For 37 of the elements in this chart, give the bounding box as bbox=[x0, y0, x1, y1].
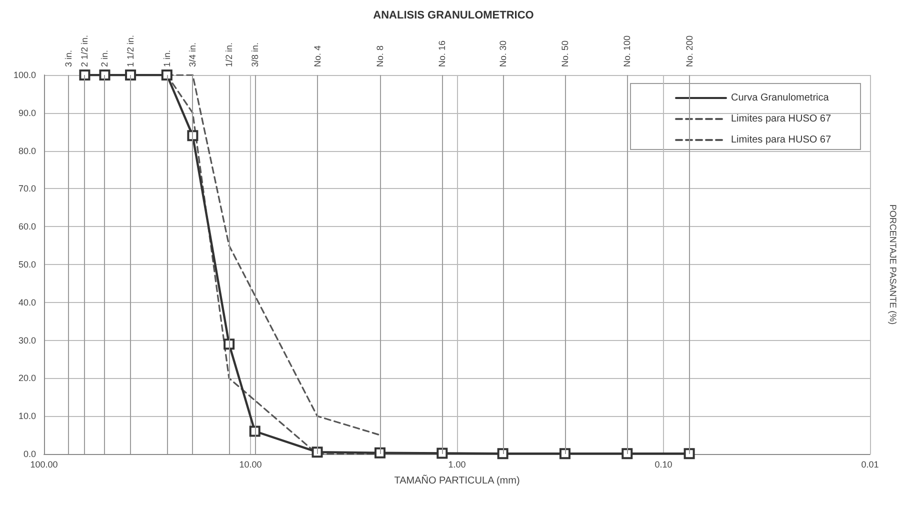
y-axis-title: PORCENTAJE PASANTE (%) bbox=[888, 204, 898, 325]
y-tick-label: 50.0 bbox=[18, 260, 36, 270]
ref-line-label: 3 in. bbox=[63, 50, 74, 67]
y-tick-label: 30.0 bbox=[18, 335, 36, 346]
ref-line-label: No. 16 bbox=[437, 40, 448, 67]
ref-line-label: No. 100 bbox=[622, 35, 632, 67]
legend-label: Limites para HUSO 67 bbox=[731, 114, 832, 124]
y-tick-label: 0.0 bbox=[23, 449, 36, 459]
x-tick-label: 10.00 bbox=[239, 460, 262, 470]
legend-label: Curva Granulometrica bbox=[731, 92, 830, 104]
x-tick-label: 0.01 bbox=[861, 460, 879, 470]
y-tick-label: 40.0 bbox=[18, 297, 36, 308]
ref-line-label: No. 200 bbox=[684, 35, 694, 67]
ref-line-label: No. 30 bbox=[498, 40, 508, 67]
x-axis-title: TAMAÑO PARTICULA (mm) bbox=[394, 474, 520, 486]
x-tick-label: 0.10 bbox=[654, 460, 672, 470]
ref-line-label: 3/8 in. bbox=[250, 42, 260, 67]
ref-line-label: 1/2 in. bbox=[224, 42, 234, 67]
y-tick-label: 80.0 bbox=[18, 146, 36, 156]
ref-line-label: No. 4 bbox=[312, 45, 322, 67]
y-tick-label: 90.0 bbox=[18, 108, 36, 118]
ref-line-label: 2 in. bbox=[100, 50, 110, 67]
ref-line-label: 1 in. bbox=[162, 50, 172, 67]
ref-line-label: 1 1/2 in. bbox=[126, 34, 136, 67]
ref-line-label: No. 8 bbox=[374, 45, 385, 67]
ref-line-label: No. 50 bbox=[560, 40, 570, 67]
ref-line-label: 3/4 in. bbox=[188, 42, 198, 67]
x-tick-label: 1.00 bbox=[448, 460, 466, 470]
y-tick-label: 10.0 bbox=[18, 411, 36, 422]
ref-line-label: 2 1/2 in. bbox=[80, 34, 90, 67]
x-tick-label: 100.00 bbox=[30, 460, 58, 470]
y-tick-label: 60.0 bbox=[18, 222, 36, 232]
y-tick-label: 20.0 bbox=[18, 373, 36, 384]
chart-title: ANALISIS GRANULOMETRICO bbox=[373, 10, 534, 22]
y-tick-label: 70.0 bbox=[18, 184, 36, 194]
y-tick-label: 100.0 bbox=[13, 70, 36, 80]
legend-label: Limites para HUSO 67 bbox=[731, 134, 832, 146]
